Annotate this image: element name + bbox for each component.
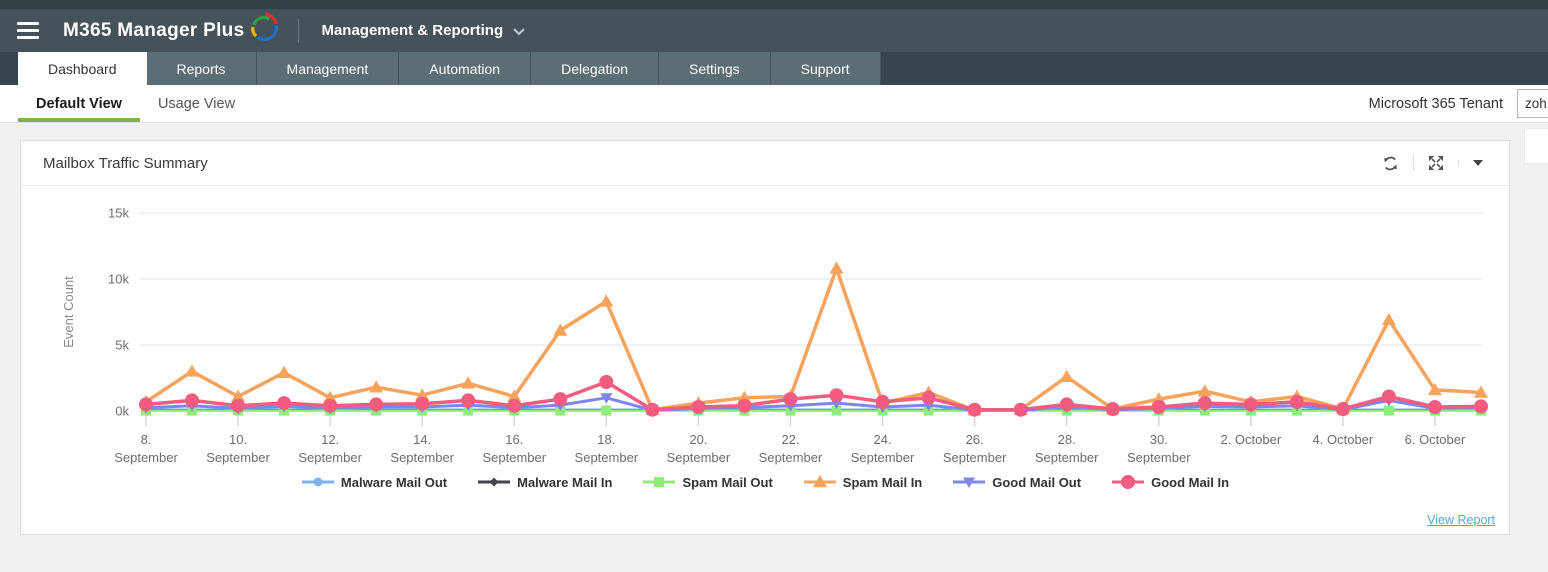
legend-marker-icon — [803, 475, 836, 488]
svg-text:September: September — [851, 450, 915, 465]
svg-text:6. October: 6. October — [1405, 432, 1466, 447]
tab-management[interactable]: Management — [256, 52, 400, 85]
tab-automation[interactable]: Automation — [399, 52, 532, 85]
mailbox-traffic-chart[interactable]: 0k 5k 10k 15k 8. September 10. September 12. Sept… — [21, 192, 1509, 472]
svg-text:September: September — [667, 450, 731, 465]
tenant-dropdown-panel — [1524, 128, 1548, 164]
chart-legend: Malware Mail Out Malware Mail In Spam Ma… — [21, 474, 1509, 490]
sub-nav: Default View Usage View Microsoft 365 Te… — [0, 85, 1548, 123]
app-logo[interactable]: M365 Manager Plus — [63, 11, 279, 43]
svg-text:22.: 22. — [781, 432, 799, 447]
svg-text:24.: 24. — [874, 432, 892, 447]
svg-text:September: September — [482, 450, 546, 465]
view-report-link[interactable]: View Report — [1427, 513, 1495, 527]
svg-text:16.: 16. — [505, 432, 523, 447]
tenant-label: Microsoft 365 Tenant — [1368, 95, 1503, 112]
svg-text:10k: 10k — [108, 272, 129, 287]
legend-item-good-mail-in[interactable]: Good Mail In — [1111, 474, 1229, 490]
expand-icon[interactable] — [1413, 155, 1458, 171]
svg-text:28.: 28. — [1058, 432, 1076, 447]
widget-title: Mailbox Traffic Summary — [43, 154, 208, 172]
svg-text:4. October: 4. October — [1313, 432, 1374, 447]
main-nav: Dashboard Reports Management Automation … — [0, 52, 1548, 85]
svg-text:20.: 20. — [689, 432, 707, 447]
legend-marker-icon — [953, 477, 986, 488]
svg-text:September: September — [943, 450, 1007, 465]
svg-text:0k: 0k — [115, 404, 129, 419]
module-selector[interactable]: Management & Reporting — [321, 22, 525, 39]
svg-text:14.: 14. — [413, 432, 431, 447]
mailbox-traffic-widget: Mailbox Traffic Summary — [20, 140, 1510, 535]
widget-header: Mailbox Traffic Summary — [21, 141, 1509, 186]
legend-item-malware-mail-in[interactable]: Malware Mail In — [477, 474, 612, 490]
logo-swirl-icon — [251, 11, 279, 41]
tab-support[interactable]: Support — [770, 52, 881, 85]
view-tab-usage[interactable]: Usage View — [157, 95, 236, 112]
svg-text:12.: 12. — [321, 432, 339, 447]
app-header: M365 Manager Plus Management & Reporting — [0, 9, 1548, 52]
svg-text:2. October: 2. October — [1220, 432, 1281, 447]
legend-marker-icon — [478, 477, 511, 487]
refresh-icon[interactable] — [1368, 155, 1413, 172]
top-strip — [0, 0, 1548, 9]
svg-text:5k: 5k — [115, 338, 129, 353]
tab-delegation[interactable]: Delegation — [531, 52, 660, 85]
svg-text:18.: 18. — [597, 432, 615, 447]
module-label: Management & Reporting — [321, 22, 504, 39]
svg-text:8.: 8. — [141, 432, 152, 447]
svg-text:September: September — [298, 450, 362, 465]
chevron-down-icon — [513, 28, 525, 36]
widget-menu-caret-icon[interactable] — [1458, 160, 1497, 166]
legend-item-spam-mail-in[interactable]: Spam Mail In — [803, 474, 922, 490]
svg-text:September: September — [390, 450, 454, 465]
svg-text:10.: 10. — [229, 432, 247, 447]
svg-text:September: September — [759, 450, 823, 465]
legend-item-spam-mail-out[interactable]: Spam Mail Out — [642, 474, 773, 490]
svg-text:September: September — [206, 450, 270, 465]
svg-text:September: September — [575, 450, 639, 465]
svg-text:26.: 26. — [966, 432, 984, 447]
tab-reports[interactable]: Reports — [146, 52, 257, 85]
svg-text:September: September — [1035, 450, 1099, 465]
svg-text:September: September — [1127, 450, 1191, 465]
svg-text:15k: 15k — [108, 206, 129, 221]
app-logo-text: M365 Manager Plus — [63, 19, 245, 41]
tab-dashboard[interactable]: Dashboard — [18, 52, 147, 85]
tab-settings[interactable]: Settings — [659, 52, 771, 85]
legend-marker-icon — [301, 477, 334, 487]
page-body: Mailbox Traffic Summary — [0, 123, 1548, 572]
header-divider — [298, 18, 300, 43]
view-tab-default[interactable]: Default View — [18, 85, 140, 122]
legend-marker-icon — [643, 477, 676, 487]
svg-text:Event Count: Event Count — [61, 276, 76, 348]
legend-marker-icon — [1112, 475, 1145, 489]
hamburger-menu-icon[interactable] — [17, 18, 39, 43]
legend-item-malware-mail-out[interactable]: Malware Mail Out — [301, 474, 447, 490]
legend-item-good-mail-out[interactable]: Good Mail Out — [952, 474, 1081, 490]
tenant-select-input[interactable] — [1517, 89, 1548, 118]
svg-text:September: September — [114, 450, 178, 465]
svg-text:30.: 30. — [1150, 432, 1168, 447]
